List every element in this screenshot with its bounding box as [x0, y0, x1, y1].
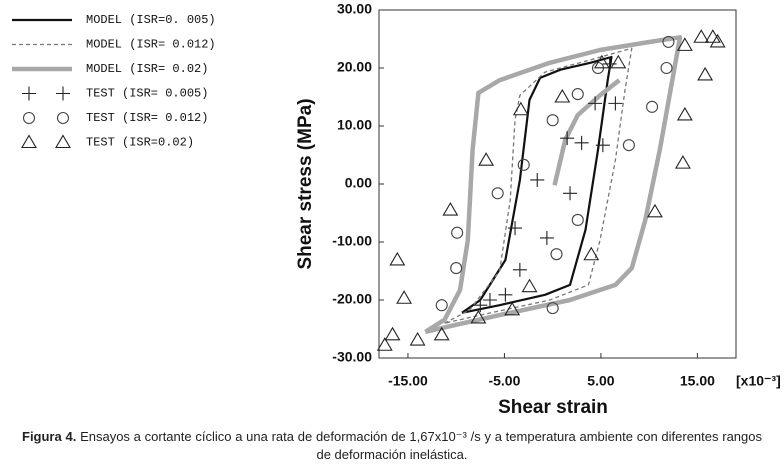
marker — [56, 86, 70, 101]
marker — [521, 278, 538, 293]
marker — [588, 96, 603, 111]
marker — [595, 138, 610, 153]
marker — [512, 101, 529, 116]
marker — [56, 111, 70, 125]
marker — [676, 37, 693, 51]
marker — [571, 213, 584, 227]
x-tick-label: -15.00 — [388, 373, 428, 389]
marker — [550, 248, 563, 261]
caption: Figura 4. Ensayos a cortante cíclico a u… — [22, 428, 762, 464]
legend-label: MODEL (ISR= 0.012) — [86, 38, 216, 52]
y-tick-label: -30.00 — [332, 349, 372, 365]
model-line — [461, 55, 613, 314]
y-tick-label: -20.00 — [332, 291, 372, 307]
marker — [22, 111, 36, 125]
marker — [693, 29, 710, 43]
marker — [560, 131, 575, 146]
legend-label: MODEL (ISR= 0.02) — [86, 62, 208, 76]
x-unit-label: [x10⁻³] — [736, 373, 781, 389]
marker — [482, 293, 497, 307]
marker — [546, 114, 559, 127]
legend-label: TEST (ISR= 0.012) — [86, 111, 208, 125]
marker — [55, 134, 71, 149]
marker — [676, 106, 693, 121]
marker — [21, 134, 37, 149]
marker — [517, 158, 530, 171]
caption-label: Figura 4. — [22, 429, 77, 444]
marker — [704, 29, 721, 43]
marker — [583, 246, 600, 261]
marker — [662, 35, 675, 48]
marker — [593, 54, 610, 69]
marker — [546, 302, 559, 315]
marker — [498, 287, 513, 302]
x-tick-label: 15.00 — [680, 373, 715, 389]
legend-label: TEST (ISR= 0.005) — [86, 87, 208, 101]
marker — [608, 96, 623, 111]
marker — [646, 203, 663, 218]
marker — [396, 290, 413, 304]
legend-label: TEST (ISR=0.02) — [86, 136, 194, 150]
marker — [539, 230, 554, 245]
y-axis-label: Shear stress (MPa) — [295, 98, 316, 269]
model-line — [424, 35, 683, 335]
y-tick-label: 20.00 — [337, 59, 372, 75]
marker — [530, 172, 545, 187]
marker — [554, 88, 571, 103]
caption-text: Ensayos a cortante cíclico a una rata de… — [80, 429, 762, 462]
x-axis-label: Shear strain — [498, 397, 608, 418]
y-tick-label: 30.00 — [337, 1, 372, 17]
marker — [409, 331, 426, 346]
marker — [571, 88, 584, 101]
marker — [435, 299, 448, 312]
marker — [389, 251, 406, 266]
marker — [473, 298, 488, 313]
marker — [384, 326, 401, 341]
marker — [451, 226, 464, 239]
marker — [697, 66, 714, 81]
y-tick-label: 10.00 — [337, 117, 372, 133]
marker — [563, 186, 578, 201]
chart: Shear stress (MPa) Shear strain [x10⁻³] … — [12, 1, 781, 418]
model-line — [444, 47, 633, 324]
marker — [622, 139, 635, 152]
marker — [450, 262, 463, 275]
marker — [376, 337, 393, 351]
marker — [22, 86, 36, 101]
marker — [610, 54, 627, 69]
marker — [442, 202, 459, 216]
y-tick-label: -10.00 — [332, 233, 372, 249]
marker — [602, 56, 617, 71]
marker — [470, 309, 487, 324]
marker — [512, 262, 527, 277]
marker — [478, 152, 495, 166]
marker — [674, 155, 691, 169]
legend-label: MODEL (ISR=0. 005) — [86, 13, 216, 27]
marker — [646, 100, 659, 113]
marker — [504, 301, 521, 316]
x-tick-label: 5.00 — [587, 373, 614, 389]
marker — [660, 61, 673, 75]
y-tick-label: 0.00 — [345, 175, 372, 191]
x-tick-label: -5.00 — [488, 373, 520, 389]
marker — [574, 135, 589, 150]
marker — [508, 221, 523, 236]
marker — [709, 33, 726, 48]
marker — [433, 326, 450, 341]
marker — [491, 187, 504, 200]
